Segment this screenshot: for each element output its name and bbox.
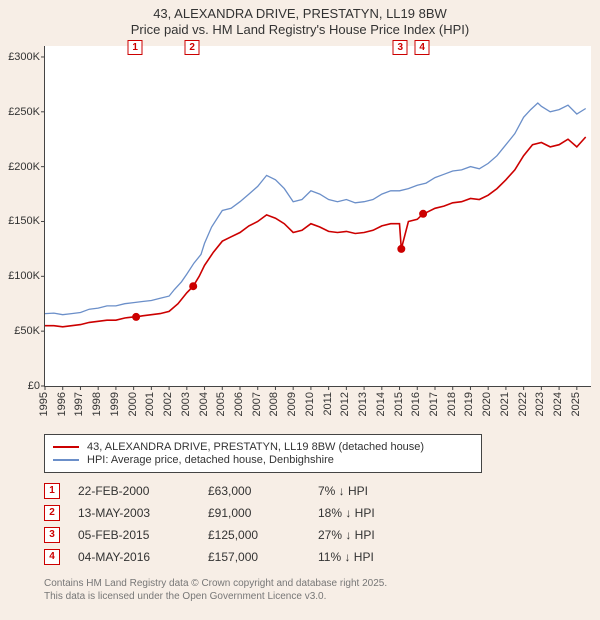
chart-title: 43, ALEXANDRA DRIVE, PRESTATYN, LL19 8BW xyxy=(0,6,600,21)
legend-swatch xyxy=(53,446,79,448)
x-tick-label: 2024 xyxy=(552,392,564,416)
transaction-pct: 11% ↓ HPI xyxy=(318,550,428,564)
transaction-marker: 1 xyxy=(44,483,60,499)
y-tick-label: £250K xyxy=(0,106,40,118)
x-tick-label: 1997 xyxy=(73,392,85,416)
y-tick-label: £150K xyxy=(0,215,40,227)
x-tick-label: 2019 xyxy=(463,392,475,416)
x-tick-label: 2005 xyxy=(215,392,227,416)
y-tick-label: £0 xyxy=(0,380,40,392)
x-tick-label: 2018 xyxy=(446,392,458,416)
transaction-row: 1 22-FEB-2000£63,0007% ↓ HPI xyxy=(44,480,428,502)
x-tick-label: 2002 xyxy=(162,392,174,416)
chart-container: 43, ALEXANDRA DRIVE, PRESTATYN, LL19 8BW… xyxy=(0,0,600,620)
y-tick-label: £50K xyxy=(0,325,40,337)
x-tick-label: 2020 xyxy=(481,392,493,416)
sale-marker: 1 xyxy=(128,40,143,55)
transaction-pct: 7% ↓ HPI xyxy=(318,484,428,498)
x-tick-label: 2022 xyxy=(517,392,529,416)
x-tick-label: 1996 xyxy=(56,392,68,416)
transaction-marker: 3 xyxy=(44,527,60,543)
transaction-price: £157,000 xyxy=(208,550,318,564)
transaction-date: 05-FEB-2015 xyxy=(78,528,208,542)
x-tick-label: 2013 xyxy=(357,392,369,416)
x-tick-label: 2004 xyxy=(198,392,210,416)
x-tick-label: 1999 xyxy=(109,392,121,416)
transaction-marker: 2 xyxy=(44,505,60,521)
y-tick-label: £200K xyxy=(0,161,40,173)
transaction-date: 04-MAY-2016 xyxy=(78,550,208,564)
x-tick-label: 2012 xyxy=(339,392,351,416)
x-tick-label: 2007 xyxy=(251,392,263,416)
transaction-pct: 18% ↓ HPI xyxy=(318,506,428,520)
sale-marker: 2 xyxy=(185,40,200,55)
x-tick-label: 2021 xyxy=(499,392,511,416)
y-tick-label: £300K xyxy=(0,51,40,63)
x-tick-label: 2008 xyxy=(268,392,280,416)
transaction-price: £125,000 xyxy=(208,528,318,542)
transaction-row: 3 05-FEB-2015£125,00027% ↓ HPI xyxy=(44,524,428,546)
transaction-marker: 4 xyxy=(44,549,60,565)
legend-label: 43, ALEXANDRA DRIVE, PRESTATYN, LL19 8BW… xyxy=(87,441,424,453)
x-tick-label: 2009 xyxy=(286,392,298,416)
x-tick-label: 2001 xyxy=(144,392,156,416)
x-tick-label: 2003 xyxy=(180,392,192,416)
legend-swatch xyxy=(53,459,79,461)
x-tick-label: 1995 xyxy=(38,392,50,416)
transaction-price: £63,000 xyxy=(208,484,318,498)
x-tick-label: 2010 xyxy=(304,392,316,416)
x-tick-label: 2006 xyxy=(233,392,245,416)
x-tick-label: 1998 xyxy=(91,392,103,416)
x-tick-label: 2000 xyxy=(127,392,139,416)
footer-text: Contains HM Land Registry data © Crown c… xyxy=(44,578,387,603)
transaction-date: 22-FEB-2000 xyxy=(78,484,208,498)
x-tick-label: 2016 xyxy=(410,392,422,416)
transaction-pct: 27% ↓ HPI xyxy=(318,528,428,542)
plot-area xyxy=(44,46,591,387)
transaction-row: 4 04-MAY-2016£157,00011% ↓ HPI xyxy=(44,546,428,568)
sale-marker: 3 xyxy=(393,40,408,55)
legend-label: HPI: Average price, detached house, Denb… xyxy=(87,454,334,466)
transaction-row: 2 13-MAY-2003£91,00018% ↓ HPI xyxy=(44,502,428,524)
legend-item: HPI: Average price, detached house, Denb… xyxy=(53,454,473,466)
x-tick-label: 2014 xyxy=(375,392,387,416)
x-tick-label: 2015 xyxy=(393,392,405,416)
sale-marker: 4 xyxy=(415,40,430,55)
x-tick-label: 2011 xyxy=(322,392,334,416)
x-tick-label: 2017 xyxy=(428,392,440,416)
x-tick-label: 2025 xyxy=(570,392,582,416)
transactions-table: 122-FEB-2000£63,0007% ↓ HPI213-MAY-2003£… xyxy=(44,480,428,568)
plot-svg xyxy=(45,46,591,386)
footer-line: This data is licensed under the Open Gov… xyxy=(44,591,387,604)
chart-subtitle: Price paid vs. HM Land Registry's House … xyxy=(0,22,600,37)
transaction-price: £91,000 xyxy=(208,506,318,520)
footer-line: Contains HM Land Registry data © Crown c… xyxy=(44,578,387,591)
y-tick-label: £100K xyxy=(0,270,40,282)
legend-item: 43, ALEXANDRA DRIVE, PRESTATYN, LL19 8BW… xyxy=(53,441,473,453)
transaction-date: 13-MAY-2003 xyxy=(78,506,208,520)
x-tick-label: 2023 xyxy=(534,392,546,416)
legend: 43, ALEXANDRA DRIVE, PRESTATYN, LL19 8BW… xyxy=(44,434,482,473)
